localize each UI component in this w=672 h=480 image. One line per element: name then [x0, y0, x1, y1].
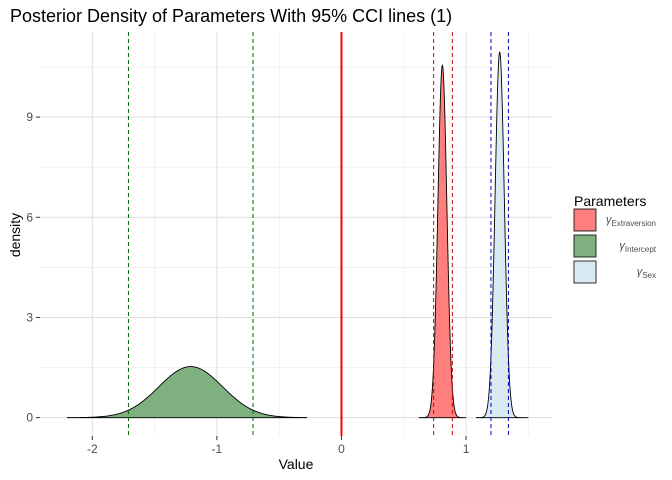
density-area-intercept	[66, 366, 308, 419]
x-tick-label: -1	[212, 442, 223, 456]
legend-label-sex: γSex	[637, 266, 656, 280]
x-axis-title: Value	[279, 456, 314, 472]
y-tick-label: 6	[26, 210, 33, 224]
y-tick-label: 3	[26, 310, 33, 324]
y-tick-label: 9	[26, 110, 33, 124]
legend-swatch-intercept	[573, 234, 597, 258]
legend-label-intercept: γIntercept	[619, 240, 656, 254]
y-tick-label: 0	[26, 411, 33, 425]
legend: Parameters γExtraversion γIntercept γSex	[573, 193, 657, 284]
legend-swatch-extraversion	[573, 208, 597, 232]
x-tick-label: 0	[338, 442, 345, 456]
y-axis-title: density	[7, 213, 23, 257]
chart-title: Posterior Density of Parameters With 95%…	[10, 6, 452, 26]
axes: -2 -1 0 1 0 3 6 9	[26, 110, 469, 456]
legend-label-extraversion: γExtraversion	[606, 214, 656, 228]
density-area-sex	[476, 51, 529, 419]
plot-panel	[40, 32, 552, 436]
legend-title: Parameters	[574, 193, 646, 209]
legend-swatch-sex	[573, 260, 597, 284]
x-tick-label: -2	[87, 442, 98, 456]
density-area-extraversion	[418, 64, 467, 419]
x-tick-label: 1	[463, 442, 470, 456]
